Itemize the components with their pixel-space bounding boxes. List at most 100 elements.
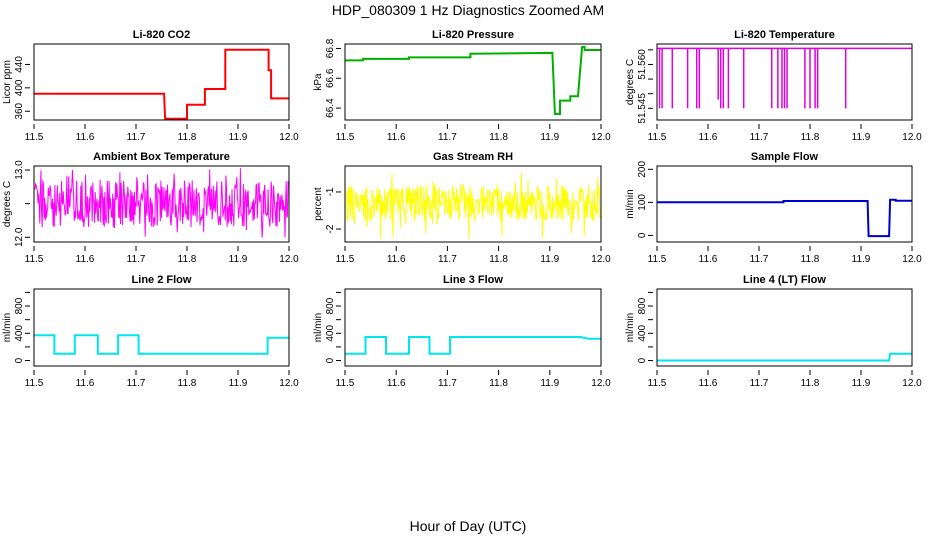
plot-frame — [33, 165, 290, 243]
plot-frame — [344, 165, 602, 243]
x-tick-label: 11.6 — [699, 378, 718, 389]
main-title: HDP_080309 1 Hz Diagnostics Zoomed AM — [331, 2, 605, 18]
x-tick-label: 11.7 — [750, 254, 769, 265]
x-tick-label: 12.0 — [902, 254, 922, 265]
y-tick-label: 12.0 — [14, 227, 25, 247]
y-tick-label: 400 — [14, 325, 25, 342]
x-tick-label: 12.0 — [902, 378, 922, 389]
y-tick-label: 800 — [325, 297, 336, 314]
y-tick-label: 440 — [14, 56, 25, 73]
x-tick-label: 11.6 — [699, 254, 718, 265]
x-tick-label: 11.9 — [540, 132, 559, 143]
panel-4: Ambient Box Temperature 11.5 11.6 11.7 11.8 1… — [2, 151, 299, 265]
x-tick-label: 11.8 — [801, 132, 820, 143]
x-tick-label: 11.6 — [76, 254, 95, 265]
y-tick-label: 800 — [14, 297, 25, 314]
series-line — [34, 168, 289, 238]
data-layer — [657, 198, 912, 238]
x-tick-label: 12.0 — [591, 378, 611, 389]
data-layer — [345, 46, 601, 115]
plot-frame — [656, 43, 913, 121]
plot-frame — [33, 43, 290, 121]
x-tick-label: 11.9 — [852, 378, 871, 389]
x-tick-label: 11.5 — [25, 378, 44, 389]
data-layer — [34, 168, 289, 238]
series-line — [657, 198, 912, 238]
x-tick-label: 11.5 — [336, 254, 355, 265]
panel-8: Line 3 Flow 11.5 11.6 11.7 11.8 11.9 12.0 0 400 8… — [313, 274, 611, 389]
x-tick-label: 11.8 — [489, 132, 508, 143]
x-tick-label: 11.9 — [229, 254, 248, 265]
x-tick-label: 11.5 — [648, 132, 667, 143]
y-axis-label: ml/min — [625, 313, 636, 342]
x-tick-label: 11.6 — [387, 132, 406, 143]
y-tick-label: 0 — [14, 357, 25, 363]
y-tick-label: 400 — [14, 79, 25, 96]
y-axis-label: degrees C — [625, 59, 636, 105]
y-axis-label: percent — [313, 187, 324, 221]
x-tick-label: 11.9 — [852, 254, 871, 265]
x-tick-label: 11.5 — [25, 132, 44, 143]
series-line — [34, 334, 289, 355]
x-tick-label: 12.0 — [591, 132, 611, 143]
panel-1: Li-820 CO2 11.5 11.6 11.7 11.8 11.9 12.0 360 400… — [2, 29, 299, 143]
y-tick-label: 800 — [637, 297, 648, 314]
panel-6: Sample Flow 11.5 11.6 11.7 11.8 11.9 12.0 0 100 2… — [625, 151, 922, 265]
x-tick-label: 11.8 — [178, 132, 197, 143]
x-tick-label: 11.6 — [387, 378, 406, 389]
data-layer — [345, 173, 601, 239]
panel-title: Line 2 Flow — [132, 274, 192, 286]
panel-title: Li-820 CO2 — [133, 29, 190, 41]
y-tick-label: 51.560 — [637, 49, 648, 80]
panel-title: Li-820 Temperature — [734, 29, 835, 41]
x-tick-label: 11.9 — [229, 132, 248, 143]
panel-7: Line 2 Flow 11.5 11.6 11.7 11.8 11.9 12.0 0 400 8… — [2, 274, 299, 389]
x-tick-label: 11.9 — [540, 378, 559, 389]
x-tick-label: 11.9 — [540, 254, 559, 265]
x-tick-label: 11.5 — [648, 254, 667, 265]
x-tick-label: 12.0 — [591, 254, 611, 265]
data-layer — [657, 47, 912, 109]
x-tick-label: 11.7 — [438, 378, 457, 389]
y-tick-label: 400 — [325, 325, 336, 342]
y-axis-label: ml/min — [2, 313, 13, 342]
x-tick-label: 11.5 — [336, 378, 355, 389]
x-axis-label: Hour of Day (UTC) — [409, 518, 527, 534]
panel-title: Gas Stream RH — [433, 151, 513, 163]
x-tick-label: 11.6 — [699, 132, 718, 143]
panel-title: Sample Flow — [751, 151, 819, 163]
x-tick-label: 11.7 — [750, 132, 769, 143]
series-line — [657, 352, 912, 362]
x-tick-label: 11.7 — [750, 378, 769, 389]
x-tick-label: 12.0 — [902, 132, 922, 143]
y-axis-label: ml/min — [313, 313, 324, 342]
panel-3: Li-820 Temperature 11.5 11.6 11.7 11.8 11.9 12… — [625, 29, 922, 143]
x-tick-label: 11.9 — [852, 132, 871, 143]
x-tick-label: 11.6 — [76, 378, 95, 389]
series-line — [345, 336, 601, 355]
x-tick-label: 11.8 — [178, 378, 197, 389]
plot-frame — [33, 288, 290, 367]
y-tick-label: 51.545 — [637, 93, 648, 124]
panel-title: Ambient Box Temperature — [93, 151, 230, 163]
x-tick-label: 11.8 — [178, 254, 197, 265]
panel-9: Line 4 (LT) Flow 11.5 11.6 11.7 11.8 11.9 12.0… — [625, 274, 922, 389]
x-tick-label: 11.8 — [489, 378, 508, 389]
y-axis-label: kPa — [313, 73, 324, 91]
plot-frame — [344, 288, 602, 367]
x-tick-label: 11.7 — [127, 378, 146, 389]
y-tick-label: 360 — [14, 102, 25, 119]
panel-5: Gas Stream RH 11.5 11.6 11.7 11.8 11.9 12.0 -2 -… — [313, 151, 611, 265]
y-tick-label: 0 — [325, 357, 336, 363]
x-tick-label: 12.0 — [279, 132, 299, 143]
x-tick-label: 11.8 — [801, 254, 820, 265]
data-layer — [345, 336, 601, 355]
x-tick-label: 11.5 — [25, 254, 44, 265]
panel-title: Li-820 Pressure — [432, 29, 514, 41]
series-line — [34, 48, 289, 120]
panel-title: Line 4 (LT) Flow — [743, 274, 826, 286]
x-tick-label: 12.0 — [279, 378, 299, 389]
plot-frame — [344, 43, 602, 121]
x-tick-label: 11.5 — [648, 378, 667, 389]
